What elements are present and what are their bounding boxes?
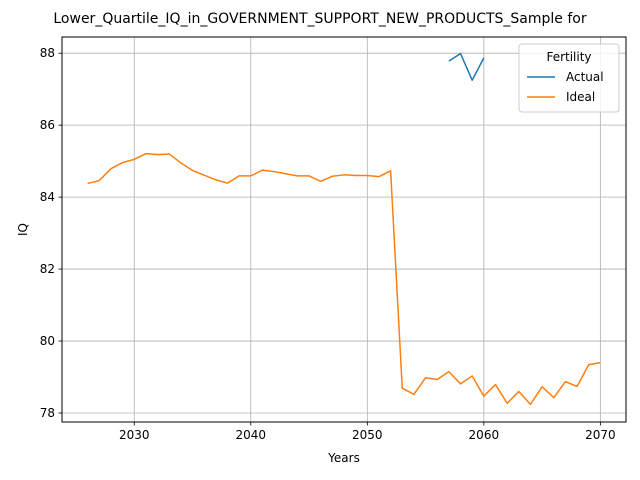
x-tick-label: 2030 xyxy=(119,428,150,442)
x-tick-label: 2060 xyxy=(469,428,500,442)
plot-frame xyxy=(61,36,627,423)
y-tick-label: 86 xyxy=(40,118,55,132)
y-tick-label: 80 xyxy=(40,334,55,348)
legend-box xyxy=(518,43,620,113)
legend-title: Fertility xyxy=(546,50,591,64)
y-tick-label: 88 xyxy=(40,46,55,60)
legend-label-ideal: Ideal xyxy=(566,90,595,104)
axis-ticks: 2030 2040 2050 2060 2070 78 80 82 84 86 88 xyxy=(40,46,616,442)
x-tick-label: 2070 xyxy=(585,428,616,442)
y-tick-label: 84 xyxy=(40,190,55,204)
x-axis-label: Years xyxy=(327,451,360,465)
x-tick-label: 2050 xyxy=(352,428,383,442)
x-tick-label: 2040 xyxy=(236,428,267,442)
y-tick-label: 82 xyxy=(40,262,55,276)
series-line-actual xyxy=(448,52,485,81)
y-axis-label: IQ xyxy=(16,223,30,236)
y-tick-label: 78 xyxy=(40,406,55,420)
series-line-ideal xyxy=(87,152,601,406)
legend: Fertility Actual Ideal xyxy=(518,43,620,113)
legend-label-actual: Actual xyxy=(566,70,604,84)
chart-title: Lower_Quartile_IQ_in_GOVERNMENT_SUPPORT_… xyxy=(53,11,586,27)
series-layer xyxy=(87,52,601,406)
